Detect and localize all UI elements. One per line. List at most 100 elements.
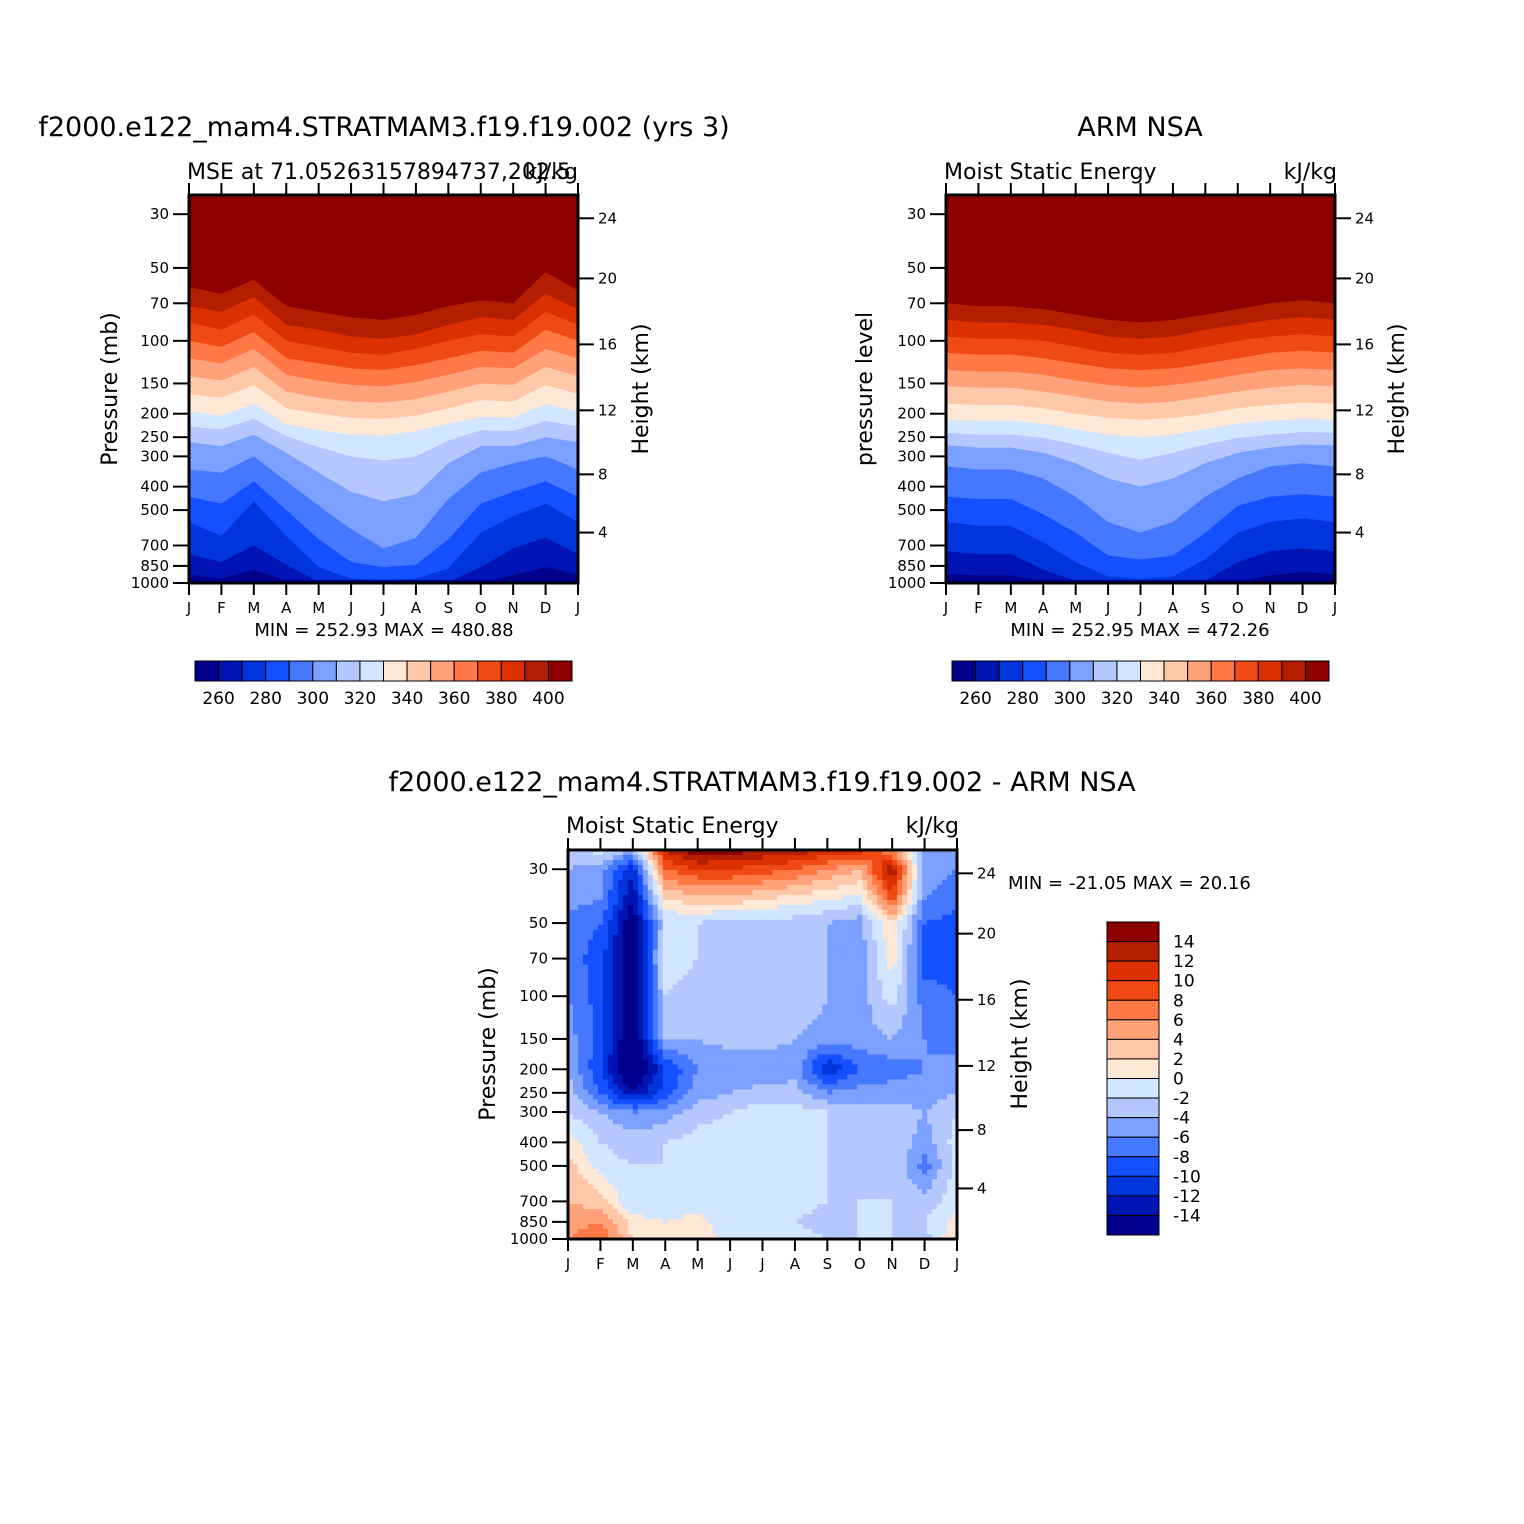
contour-cell [627,1049,634,1056]
contour-cell [952,999,957,1006]
contour-cell [812,1009,818,1016]
contour-cell [892,1049,898,1056]
contour-cell [802,1019,808,1026]
contour-cell [947,964,953,971]
contour-cell [572,959,579,966]
contour-cell [712,919,719,926]
contour-cell [662,1129,669,1135]
contour-cell [692,924,699,931]
contour-cell [952,924,957,931]
contour-cell [867,1119,873,1125]
contour-cell [932,1009,938,1016]
contour-cell [932,1039,938,1046]
contour-cell [597,1074,604,1081]
contour-cell [767,1009,774,1016]
contour-cell [767,969,774,976]
contour-cell [862,884,868,891]
contour-cell [607,989,614,996]
contour-cell [782,889,789,896]
contour-cell [722,1029,729,1036]
month-tick-label: J [1105,599,1110,617]
contour-cell [727,994,734,1001]
contour-cell [887,899,893,906]
contour-cell [662,994,669,1001]
contour-cell [568,939,574,946]
contour-cell [657,1034,664,1041]
contour-cell [657,1044,664,1051]
contour-cell [582,899,589,906]
contour-cell [862,1024,868,1031]
contour-cell [907,929,913,936]
contour-cell [692,934,699,941]
contour-cell [692,1104,699,1110]
contour-cell [807,1134,813,1140]
contour-cell [642,894,649,901]
contour-cell [922,939,928,946]
contour-cell [812,1074,818,1081]
contour-cell [882,1019,888,1026]
contour-cell [907,1039,913,1046]
contour-cell [577,1099,584,1105]
contour-cell [902,1114,908,1120]
contour-cell [852,1039,858,1046]
contour-cell [667,1104,674,1110]
contour-cell [637,854,644,861]
contour-cell [752,909,759,916]
contour-cell [577,869,584,876]
contour-cell [837,984,843,991]
contour-cell [722,1119,729,1125]
contour-cell [637,1014,644,1021]
contour-cell [922,904,928,911]
contour-cell [867,1014,873,1021]
contour-cell [937,1099,943,1105]
contour-cell [568,919,574,926]
contour-cell [897,924,903,931]
colorbar-label: 360 [1195,689,1227,709]
contour-cell [822,1094,828,1100]
contour-cell [717,1019,724,1026]
contour-cell [712,850,719,856]
contour-cell [832,1029,838,1036]
contour-cell [672,1029,679,1036]
contour-cell [582,949,589,956]
colorbar-box [312,660,337,682]
contour-cell [797,884,803,891]
contour-cell [767,914,774,921]
contour-cell [747,989,754,996]
contour-cell [872,884,878,891]
contour-cell [632,1064,639,1071]
contour-cell [867,924,873,931]
contour-cell [752,934,759,941]
contour-cell [832,1009,838,1016]
contour-cell [647,1129,654,1135]
contour-cell [922,984,928,991]
month-tick-label: M [1004,599,1017,617]
contour-cell [817,984,823,991]
contour-cell [647,964,654,971]
contour-cell [817,954,823,961]
contour-cell [922,909,928,916]
contour-cell [612,1084,619,1090]
contour-cell [827,1089,833,1095]
contour-cell [762,969,769,976]
contour-cell [687,1139,694,1145]
contour-cell [782,884,789,891]
contour-cell [647,1139,654,1145]
contour-cell [777,934,784,941]
contour-cell [717,934,724,941]
contour-cell [877,914,883,921]
contour-cell [762,884,769,891]
contour-cell [872,929,878,936]
contour-cell [622,1139,629,1145]
contour-cell [872,1044,878,1051]
contour-cell [937,1074,943,1081]
contour-cell [612,1074,619,1081]
contour-cell [872,1069,878,1076]
contour-cell [637,1104,644,1110]
contour-cell [762,1014,769,1021]
contour-cell [692,969,699,976]
contour-cell [822,874,828,881]
contour-cell [612,850,619,856]
colorbar-box [547,660,573,682]
contour-cell [952,1024,957,1031]
